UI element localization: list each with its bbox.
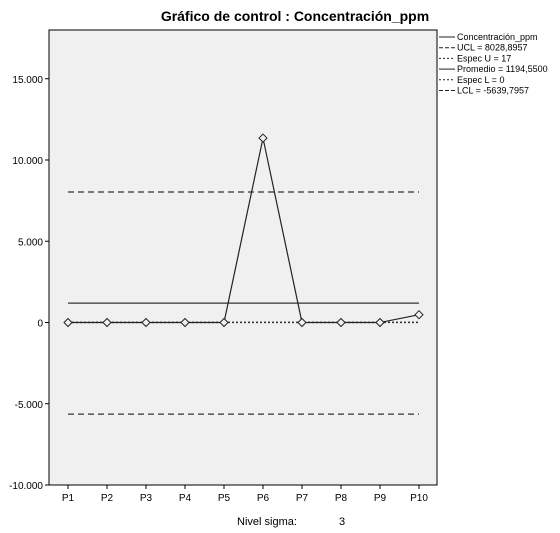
x-tick-label: P6 [257,493,270,504]
x-tick-label: P5 [218,493,231,504]
x-tick-label: P9 [374,493,387,504]
legend-label: LCL = -5639,7957 [457,86,529,96]
y-tick-label: -10.000 [9,481,43,492]
y-tick-label: -5.000 [15,400,44,411]
legend-label: UCL = 8028,8957 [457,43,527,53]
x-tick-label: P10 [410,493,428,504]
legend-label: Espec L = 0 [457,75,504,85]
x-tick-label: P7 [296,493,309,504]
x-axis: P1 P2 P3 P4 P5 P6 P7 P8 P9 P10 [62,485,428,504]
legend-label: Concentración_ppm [457,32,538,42]
y-axis: -10.000 -5.000 0 5.000 10.000 15.000 [9,75,49,492]
plot-area [49,30,437,485]
y-tick-label: 15.000 [12,75,43,86]
footer-value: 3 [339,516,345,528]
y-tick-label: 10.000 [12,156,43,167]
x-tick-label: P4 [179,493,192,504]
y-tick-label: 0 [37,319,43,330]
footer-label: Nivel sigma: [237,516,297,528]
x-tick-label: P1 [62,493,75,504]
x-tick-label: P3 [140,493,153,504]
legend-label: Promedio = 1194,5500 [457,64,548,74]
x-tick-label: P2 [101,493,114,504]
x-tick-label: P8 [335,493,348,504]
chart-title: Gráfico de control : Concentración_ppm [161,8,429,24]
legend-label: Espec U = 17 [457,53,511,63]
y-tick-label: 5.000 [18,237,43,248]
